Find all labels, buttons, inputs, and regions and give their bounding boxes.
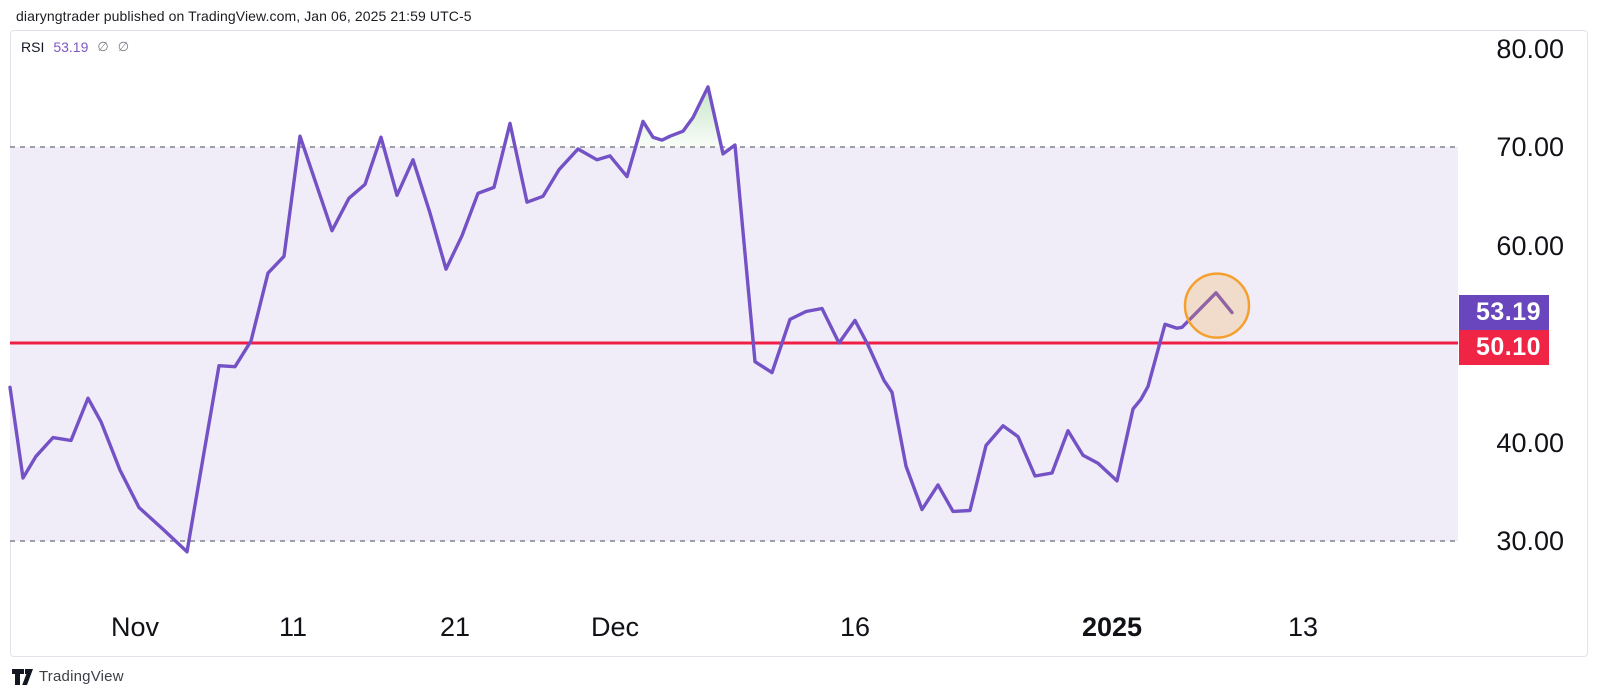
y-axis-label-30: 30.00 [1444,526,1564,556]
indicator-value-badge: 53.19 [1459,295,1549,330]
hidden-source-icon: ∅ [97,39,108,55]
x-axis-label-11: 11 [279,612,307,642]
x-axis-label-13: 13 [1288,612,1318,642]
x-axis-label-dec: Dec [591,612,639,642]
highlight-circle-annotation[interactable] [1185,274,1249,338]
x-axis-label-21: 21 [440,612,470,642]
y-axis-label-70: 70.00 [1444,132,1564,162]
tradingview-logo-text: TradingView [39,668,124,685]
hline-value-badge: 50.10 [1459,330,1549,365]
x-axis-label-nov: Nov [111,612,159,642]
indicator-value: 53.19 [53,39,88,55]
y-axis-label-80: 80.00 [1444,34,1564,64]
rsi-chart-canvas[interactable] [0,0,1600,699]
chart-snapshot: diaryngtrader published on TradingView.c… [0,0,1600,699]
x-axis-label-16: 16 [840,612,870,642]
hidden-source-icon: ∅ [118,39,129,55]
tradingview-logo[interactable]: TradingView [12,668,124,685]
x-axis-label-2025: 2025 [1082,612,1142,642]
y-axis-label-60: 60.00 [1444,231,1564,261]
y-axis-label-40: 40.00 [1444,428,1564,458]
indicator-name: RSI [21,39,44,55]
indicator-legend: RSI 53.19 ∅ ∅ [21,38,129,56]
tradingview-mark-icon [12,669,33,685]
